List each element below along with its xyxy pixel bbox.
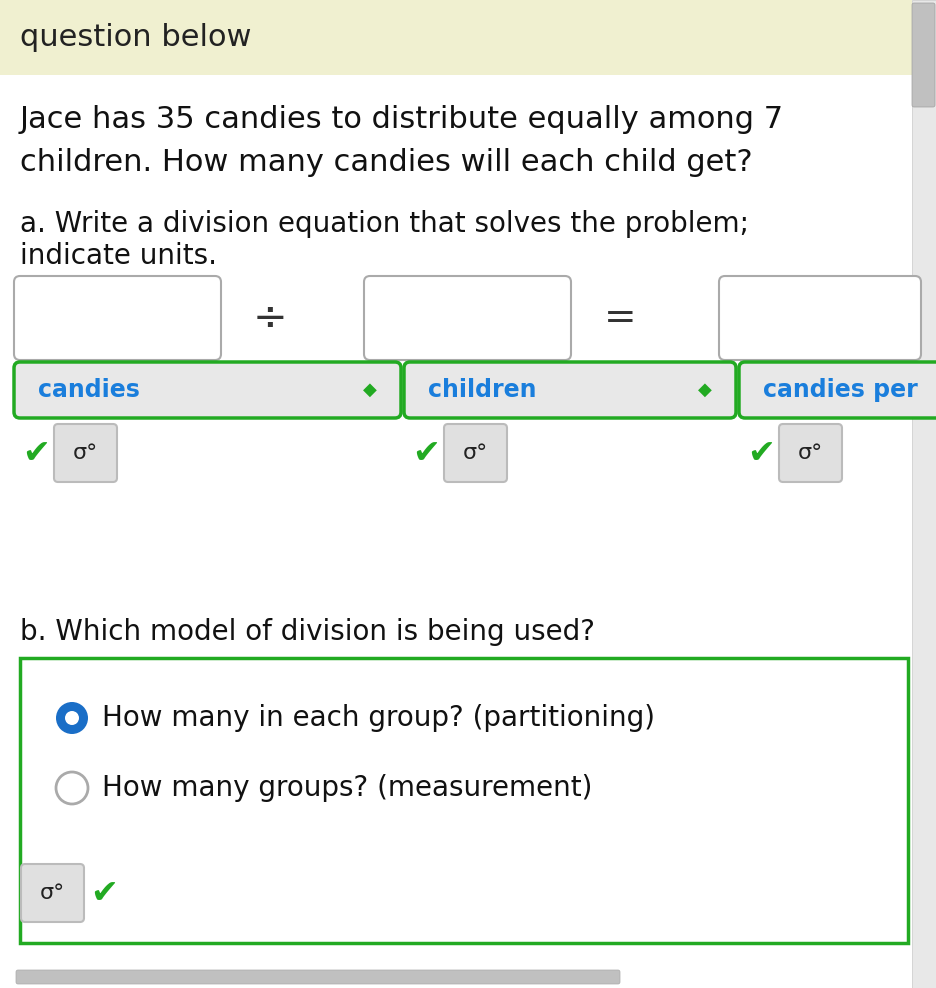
- FancyBboxPatch shape: [911, 3, 934, 107]
- Text: How many in each group? (partitioning): How many in each group? (partitioning): [102, 704, 654, 732]
- Text: candies: candies: [38, 378, 139, 402]
- Text: b. Which model of division is being used?: b. Which model of division is being used…: [20, 618, 594, 646]
- Text: question below: question below: [20, 23, 251, 52]
- Text: =: =: [603, 299, 636, 337]
- FancyBboxPatch shape: [911, 0, 936, 988]
- Circle shape: [56, 702, 88, 734]
- FancyBboxPatch shape: [21, 864, 84, 922]
- FancyBboxPatch shape: [778, 424, 841, 482]
- Text: ✔: ✔: [22, 437, 50, 469]
- Text: σ°: σ°: [797, 443, 822, 463]
- Text: Jace has 35 candies to distribute equally among 7: Jace has 35 candies to distribute equall…: [20, 105, 783, 134]
- FancyBboxPatch shape: [718, 276, 920, 360]
- FancyBboxPatch shape: [739, 362, 936, 418]
- FancyBboxPatch shape: [20, 658, 907, 943]
- Text: ◆: ◆: [363, 381, 376, 399]
- Circle shape: [65, 711, 79, 725]
- Text: children: children: [428, 378, 536, 402]
- FancyBboxPatch shape: [54, 424, 117, 482]
- Text: a. Write a division equation that solves the problem;: a. Write a division equation that solves…: [20, 210, 748, 238]
- Text: How many groups? (measurement): How many groups? (measurement): [102, 774, 592, 802]
- Text: indicate units.: indicate units.: [20, 242, 217, 270]
- Text: ✔: ✔: [90, 876, 118, 910]
- Text: candies per: candies per: [762, 378, 916, 402]
- FancyBboxPatch shape: [16, 970, 620, 984]
- FancyBboxPatch shape: [0, 0, 911, 75]
- Text: σ°: σ°: [73, 443, 98, 463]
- Text: ◆: ◆: [697, 381, 711, 399]
- Text: σ°: σ°: [40, 883, 66, 903]
- Text: children. How many candies will each child get?: children. How many candies will each chi…: [20, 148, 752, 177]
- FancyBboxPatch shape: [444, 424, 506, 482]
- FancyBboxPatch shape: [403, 362, 735, 418]
- FancyBboxPatch shape: [14, 276, 221, 360]
- Circle shape: [56, 772, 88, 804]
- Text: ÷: ÷: [253, 297, 287, 339]
- Text: σ°: σ°: [462, 443, 488, 463]
- Text: ✔: ✔: [412, 437, 440, 469]
- Text: ✔: ✔: [746, 437, 774, 469]
- FancyBboxPatch shape: [363, 276, 570, 360]
- FancyBboxPatch shape: [14, 362, 401, 418]
